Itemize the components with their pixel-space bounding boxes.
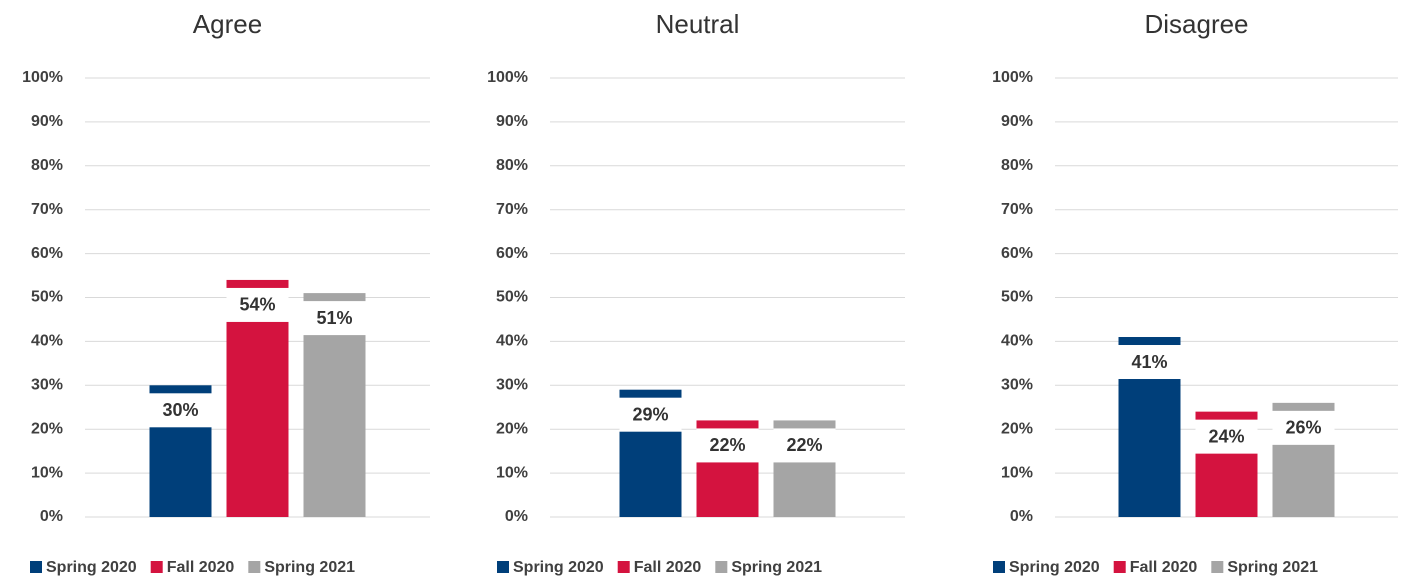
legend-swatch [993,561,1005,573]
y-tick-label: 60% [1001,245,1033,262]
y-tick-label: 80% [496,157,528,174]
y-tick-label: 70% [496,201,528,218]
legend-label: Spring 2021 [264,559,355,576]
y-tick-label: 0% [1010,508,1033,525]
value-label-box [226,287,289,322]
chart-title: Agree [193,9,262,39]
y-tick-label: 50% [31,289,63,306]
value-label: 24% [1208,426,1244,446]
y-tick-label: 90% [1001,113,1033,130]
value-label-box [696,428,759,463]
legend-swatch [715,561,728,573]
legend-label: Fall 2020 [167,559,235,576]
y-tick-label: 20% [31,420,63,437]
y-tick-label: 40% [496,333,528,350]
value-label: 51% [316,308,352,328]
y-tick-label: 80% [31,157,63,174]
y-tick-label: 40% [31,333,63,350]
value-label-box [303,301,366,336]
y-tick-label: 0% [505,508,528,525]
y-tick-label: 60% [31,245,63,262]
y-tick-label: 10% [496,464,528,481]
y-tick-label: 50% [496,289,528,306]
value-label-box [149,393,212,428]
y-tick-label: 100% [487,69,528,86]
legend-label: Fall 2020 [1130,559,1198,576]
y-tick-label: 90% [496,113,528,130]
legend-swatch [150,561,163,573]
legend-swatch [1113,561,1126,573]
y-tick-label: 80% [1001,157,1033,174]
value-label-box [1118,345,1181,380]
legend-swatch [497,561,509,573]
y-tick-label: 50% [1001,289,1033,306]
legend-swatch [617,561,630,573]
value-label: 54% [239,295,275,315]
y-tick-label: 40% [1001,333,1033,350]
chart: Neutral 0% 10% 20% 30% 40% 50% 60% 70% 80% 90% 100%… [487,9,905,576]
legend-swatch [248,561,261,573]
y-tick-label: 20% [496,420,528,437]
value-label: 29% [632,404,668,424]
value-label-box [773,428,836,463]
y-tick-label: 30% [31,377,63,394]
legend-label: Spring 2020 [46,559,137,576]
legend-swatch [1211,561,1224,573]
legend-label: Spring 2020 [1009,559,1100,576]
value-label: 22% [709,435,745,455]
value-label: 22% [786,435,822,455]
legend-label: Spring 2020 [513,559,604,576]
y-tick-label: 70% [1001,201,1033,218]
y-tick-label: 100% [22,69,63,86]
y-tick-label: 0% [40,508,63,525]
value-label: 41% [1131,352,1167,372]
legend-swatch [30,561,42,573]
value-label: 30% [162,400,198,420]
value-label-box [1195,419,1258,454]
y-tick-label: 10% [1001,464,1033,481]
legend-label: Spring 2021 [1227,559,1318,576]
chart: Agree 0% 10% 20% 30% 40% 50% 60% 70% 80% 90% 100% 30… [22,9,430,576]
value-label-box [619,397,682,432]
chart: Disagree 0% 10% 20% 30% 40% 50% 60% 70% 80% 90% 100… [992,9,1398,576]
y-tick-label: 90% [31,113,63,130]
y-tick-label: 30% [1001,377,1033,394]
y-tick-label: 60% [496,245,528,262]
y-tick-label: 100% [992,69,1033,86]
legend-label: Spring 2021 [731,559,822,576]
value-label: 26% [1285,418,1321,438]
y-tick-label: 30% [496,377,528,394]
y-tick-label: 10% [31,464,63,481]
legend-label: Fall 2020 [634,559,702,576]
y-tick-label: 20% [1001,420,1033,437]
y-tick-label: 70% [31,201,63,218]
chart-title: Neutral [656,9,740,39]
chart-title: Disagree [1144,9,1248,39]
value-label-box [1272,410,1335,445]
